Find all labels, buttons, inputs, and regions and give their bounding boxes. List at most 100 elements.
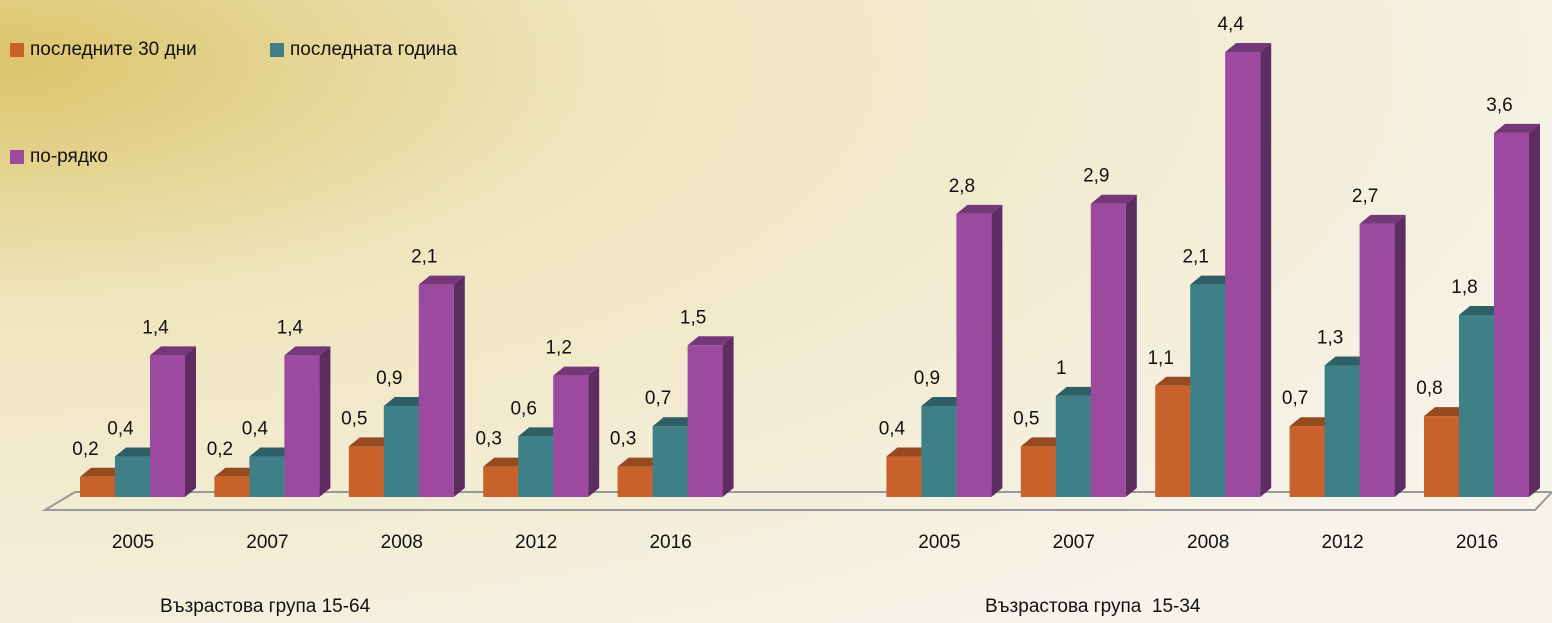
data-label: 0,8	[1416, 378, 1442, 399]
bar-side	[1394, 214, 1406, 497]
bar-top	[418, 275, 465, 285]
bar	[553, 375, 589, 497]
bar-top	[1090, 194, 1137, 204]
bar-top	[214, 467, 261, 477]
bar-top	[553, 366, 600, 376]
bar-top	[518, 427, 565, 437]
x-tick-label: 2008	[1187, 532, 1229, 553]
data-label: 1,4	[142, 317, 169, 338]
bar	[1055, 395, 1091, 497]
x-tick-label: 2012	[515, 532, 557, 553]
x-tick-label: 2008	[381, 532, 423, 553]
bar	[1324, 365, 1360, 497]
data-label: 0,2	[207, 439, 233, 460]
x-tick-label: 2007	[246, 532, 288, 553]
data-label: 0,7	[1282, 388, 1308, 409]
floor	[41, 491, 1552, 511]
data-label: 0,4	[242, 419, 269, 440]
bar	[418, 284, 454, 497]
bar	[518, 436, 554, 497]
bar-top	[1324, 356, 1371, 366]
bar	[1424, 416, 1459, 497]
bar	[115, 456, 150, 497]
bar	[1090, 203, 1126, 498]
x-tick-label: 2005	[112, 532, 154, 553]
x-tick-label: 2007	[1053, 532, 1095, 553]
bar-side	[453, 275, 465, 497]
data-label: 0,4	[107, 419, 134, 440]
bar	[921, 405, 957, 497]
bar-top	[687, 336, 734, 346]
x-tick-label: 2012	[1321, 532, 1363, 553]
legend-swatch	[10, 43, 24, 57]
legend-label: последната година	[290, 39, 458, 60]
bar-top	[1289, 417, 1336, 427]
bar-top	[921, 396, 968, 406]
bar-side	[1125, 194, 1137, 498]
bar	[956, 213, 992, 497]
data-label: 1,2	[545, 338, 571, 359]
bar-top	[1494, 123, 1540, 133]
data-label: 0,9	[376, 368, 402, 389]
bar	[483, 466, 519, 497]
group-label: Възрастова група 15-64	[160, 596, 371, 617]
data-label: 0,5	[1013, 408, 1039, 429]
bar	[886, 456, 922, 497]
bar-side	[991, 204, 1003, 497]
bar	[383, 405, 419, 497]
data-label: 1,1	[1147, 348, 1173, 369]
data-label: 2,1	[411, 247, 437, 268]
data-label: 0,9	[914, 368, 940, 389]
bar-side	[722, 336, 734, 497]
bar-top	[1359, 214, 1406, 224]
data-label: 0,4	[879, 419, 906, 440]
bar-top	[1225, 43, 1272, 52]
bar	[348, 446, 384, 497]
data-label: 0,3	[610, 429, 636, 450]
data-label: 2,7	[1352, 186, 1378, 207]
bar-top	[1155, 376, 1202, 386]
bar-top	[150, 346, 196, 356]
legend-swatch	[10, 150, 24, 164]
bar	[284, 355, 320, 497]
bar-top	[284, 346, 331, 356]
legend-label: по-рядко	[30, 146, 108, 167]
bar	[214, 476, 250, 497]
bar	[1359, 223, 1395, 497]
data-label: 3,6	[1486, 95, 1512, 116]
data-label: 0,2	[72, 439, 98, 460]
bar-top	[80, 467, 126, 477]
bar	[1155, 385, 1191, 497]
x-tick-label: 2016	[1456, 532, 1498, 553]
bar-top	[115, 447, 161, 457]
bar-top	[348, 437, 395, 447]
data-label: 0,6	[510, 398, 536, 419]
bar	[652, 426, 688, 497]
legend-swatch	[270, 43, 284, 57]
data-label: 1,4	[277, 317, 304, 338]
group-label: Възрастова група 15-34	[985, 596, 1201, 617]
bar-top	[617, 457, 664, 467]
bar	[617, 466, 653, 497]
data-label: 1	[1056, 358, 1067, 379]
bar-side	[588, 366, 600, 497]
bar-top	[1020, 437, 1067, 447]
bar-top	[383, 396, 430, 406]
bar-side	[1260, 43, 1272, 497]
x-tick-label: 2005	[918, 532, 960, 553]
data-label: 2,9	[1083, 166, 1109, 187]
bar	[249, 456, 285, 497]
data-label: 2,1	[1182, 247, 1208, 268]
data-label: 4,4	[1217, 14, 1244, 35]
bar-top	[1190, 275, 1237, 285]
bar-side	[319, 346, 331, 497]
legend-label: последните 30 дни	[30, 39, 197, 60]
bar	[1494, 132, 1529, 497]
bar	[1020, 446, 1056, 497]
bar-top	[1055, 386, 1102, 396]
data-label: 1,5	[680, 307, 706, 328]
bar-top	[483, 457, 530, 467]
data-label: 1,8	[1451, 277, 1477, 298]
